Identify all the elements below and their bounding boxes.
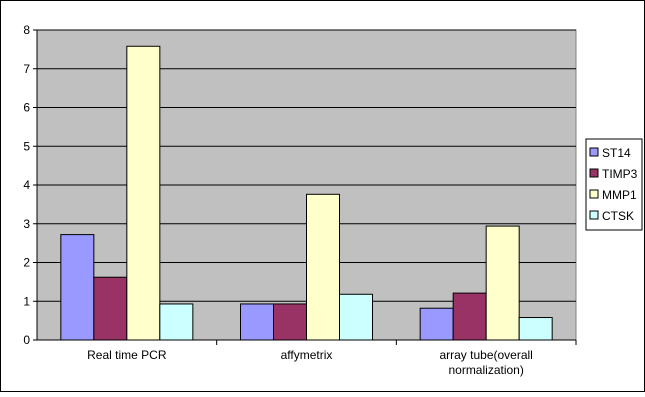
- bar-ctsk: [518, 317, 553, 341]
- y-tick-label: 7: [23, 62, 30, 76]
- y-tick-label: 6: [23, 101, 30, 115]
- legend-label: MMP1: [602, 188, 637, 202]
- x-tick-label: normalization): [448, 363, 523, 377]
- y-tick-label: 8: [23, 23, 30, 37]
- legend-swatch: [589, 210, 599, 220]
- legend-swatch: [589, 189, 599, 199]
- legend-label: TIMP3: [602, 167, 638, 181]
- bar-ctsk: [339, 293, 373, 341]
- y-tick-label: 1: [23, 294, 30, 308]
- y-tick-label: 3: [23, 217, 30, 231]
- legend-label: CTSK: [602, 209, 634, 223]
- bar-timp3: [452, 292, 487, 341]
- x-tick-label: affymetrix: [281, 348, 333, 362]
- bar-timp3: [93, 276, 128, 341]
- y-tick-label: 2: [23, 256, 30, 270]
- legend-label: ST14: [602, 146, 631, 160]
- y-tick-label: 0: [23, 333, 30, 347]
- bar-mmp1: [485, 225, 520, 341]
- y-tick-label: 4: [23, 178, 30, 192]
- bar-st14: [419, 307, 454, 341]
- bar-mmp1: [306, 193, 340, 341]
- bar-st14: [240, 303, 274, 341]
- x-tick-label: array tube(overall: [439, 348, 532, 362]
- y-tick-label: 5: [23, 139, 30, 153]
- bar-ctsk: [159, 303, 194, 341]
- x-tick-label: Real time PCR: [87, 348, 167, 362]
- bar-mmp1: [126, 45, 161, 341]
- bar-timp3: [273, 303, 307, 341]
- bar-st14: [60, 234, 95, 341]
- legend-swatch: [589, 168, 599, 178]
- legend-swatch: [589, 147, 599, 157]
